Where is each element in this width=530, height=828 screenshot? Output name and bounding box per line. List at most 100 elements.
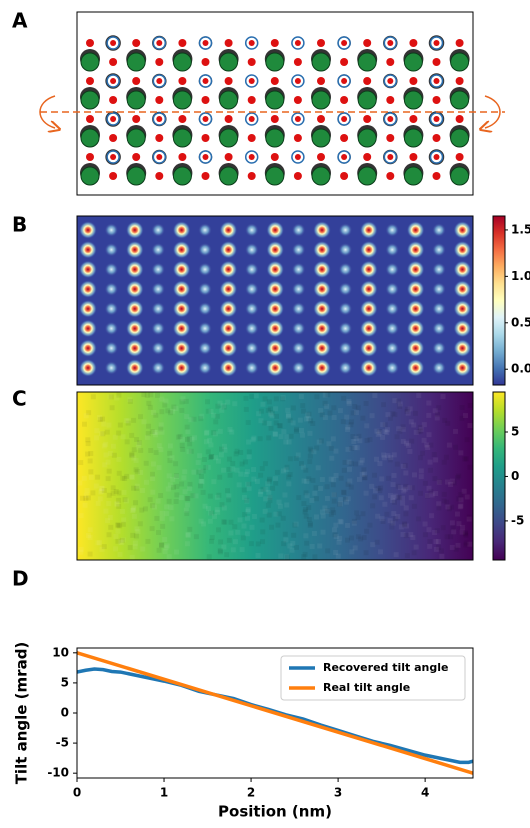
atom-red xyxy=(109,58,117,66)
heatmap-noise xyxy=(350,434,355,439)
heatmap-noise xyxy=(246,420,251,425)
heatmap-noise xyxy=(285,555,290,560)
heatmap-noise xyxy=(332,492,337,497)
atom-red xyxy=(433,134,441,142)
atom-red xyxy=(363,115,371,123)
heatmap-noise xyxy=(228,520,233,525)
heatmap-spot xyxy=(126,359,144,377)
heatmap-noise xyxy=(79,547,84,552)
heatmap-noise xyxy=(145,539,150,544)
heatmap-spot xyxy=(173,359,191,377)
colorbar-tick-label: 0 xyxy=(511,469,519,483)
atom-red xyxy=(86,77,94,85)
atom-red xyxy=(386,134,394,142)
atom-green xyxy=(81,129,99,147)
heatmap-noise xyxy=(162,403,167,408)
heatmap-noise xyxy=(376,486,381,491)
heatmap-noise xyxy=(274,396,279,401)
heatmap-spot xyxy=(453,260,471,278)
heatmap-noise xyxy=(453,429,458,434)
heatmap-spot xyxy=(313,359,331,377)
heatmap-spot xyxy=(407,359,425,377)
heatmap-spot xyxy=(266,280,284,298)
heatmap-noise xyxy=(325,484,330,489)
heatmap-spot xyxy=(407,320,425,338)
heatmap-spot xyxy=(453,359,471,377)
atom-green xyxy=(81,53,99,71)
heatmap-noise xyxy=(427,527,432,532)
heatmap-noise xyxy=(303,507,308,512)
heatmap-noise xyxy=(275,523,280,528)
heatmap-noise xyxy=(453,445,458,450)
heatmap-noise xyxy=(179,482,184,487)
heatmap-spot xyxy=(245,262,259,276)
heatmap-noise xyxy=(288,456,293,461)
y-tick-label: 0 xyxy=(61,706,69,720)
atom-red xyxy=(109,134,117,142)
heatmap-noise xyxy=(458,450,463,455)
atom-green xyxy=(358,53,376,71)
heatmap-noise xyxy=(173,461,178,466)
heatmap-spot xyxy=(79,300,97,318)
heatmap-noise xyxy=(413,411,418,416)
heatmap-noise xyxy=(210,535,215,540)
heatmap-noise xyxy=(405,553,410,558)
heatmap-noise xyxy=(241,535,246,540)
atom-red xyxy=(456,153,464,161)
heatmap-noise xyxy=(331,482,336,487)
atom-red xyxy=(386,96,394,104)
heatmap-noise xyxy=(134,467,139,472)
atom-red xyxy=(178,77,186,85)
heatmap-spot xyxy=(104,322,118,336)
heatmap-noise xyxy=(121,522,126,527)
atom-red xyxy=(156,78,162,84)
heatmap-noise xyxy=(150,429,155,434)
heatmap-noise xyxy=(219,408,224,413)
heatmap-noise xyxy=(140,488,145,493)
atom-red xyxy=(387,78,393,84)
atom-red xyxy=(86,153,94,161)
heatmap-noise xyxy=(300,433,305,438)
panel-label: A xyxy=(12,9,28,33)
heatmap-noise xyxy=(409,495,414,500)
atom-red xyxy=(341,40,347,46)
atom-red xyxy=(363,153,371,161)
heatmap-noise xyxy=(325,496,330,501)
heatmap-noise xyxy=(273,481,278,486)
colorbar xyxy=(493,216,505,385)
heatmap-noise xyxy=(391,482,396,487)
heatmap-noise xyxy=(280,396,285,401)
heatmap-noise xyxy=(106,423,111,428)
heatmap-noise xyxy=(103,509,108,514)
heatmap-noise xyxy=(142,419,147,424)
heatmap-noise xyxy=(323,415,328,420)
heatmap-spot xyxy=(338,223,352,237)
heatmap-noise xyxy=(370,413,375,418)
heatmap-spot xyxy=(126,320,144,338)
heatmap-spot xyxy=(198,262,212,276)
atom-green xyxy=(127,129,145,147)
atom-green xyxy=(358,167,376,185)
heatmap-noise xyxy=(294,522,299,527)
heatmap-noise xyxy=(419,427,424,432)
heatmap-spot xyxy=(219,241,237,259)
heatmap-spot xyxy=(198,282,212,296)
heatmap-noise xyxy=(304,541,309,546)
heatmap-noise xyxy=(404,505,409,510)
heatmap-noise xyxy=(333,550,338,555)
atom-green xyxy=(451,129,469,147)
heatmap-noise xyxy=(263,487,268,492)
heatmap-noise xyxy=(132,447,137,452)
heatmap-noise xyxy=(157,443,162,448)
heatmap-noise xyxy=(249,525,254,530)
heatmap-noise xyxy=(148,497,153,502)
heatmap-noise xyxy=(433,491,438,496)
heatmap-noise xyxy=(367,523,372,528)
heatmap-noise xyxy=(389,525,394,530)
heatmap-noise xyxy=(235,468,240,473)
heatmap-noise xyxy=(249,394,254,399)
heatmap-spot xyxy=(151,322,165,336)
heatmap-spot xyxy=(104,243,118,257)
heatmap-spot xyxy=(104,341,118,355)
heatmap-spot xyxy=(453,320,471,338)
